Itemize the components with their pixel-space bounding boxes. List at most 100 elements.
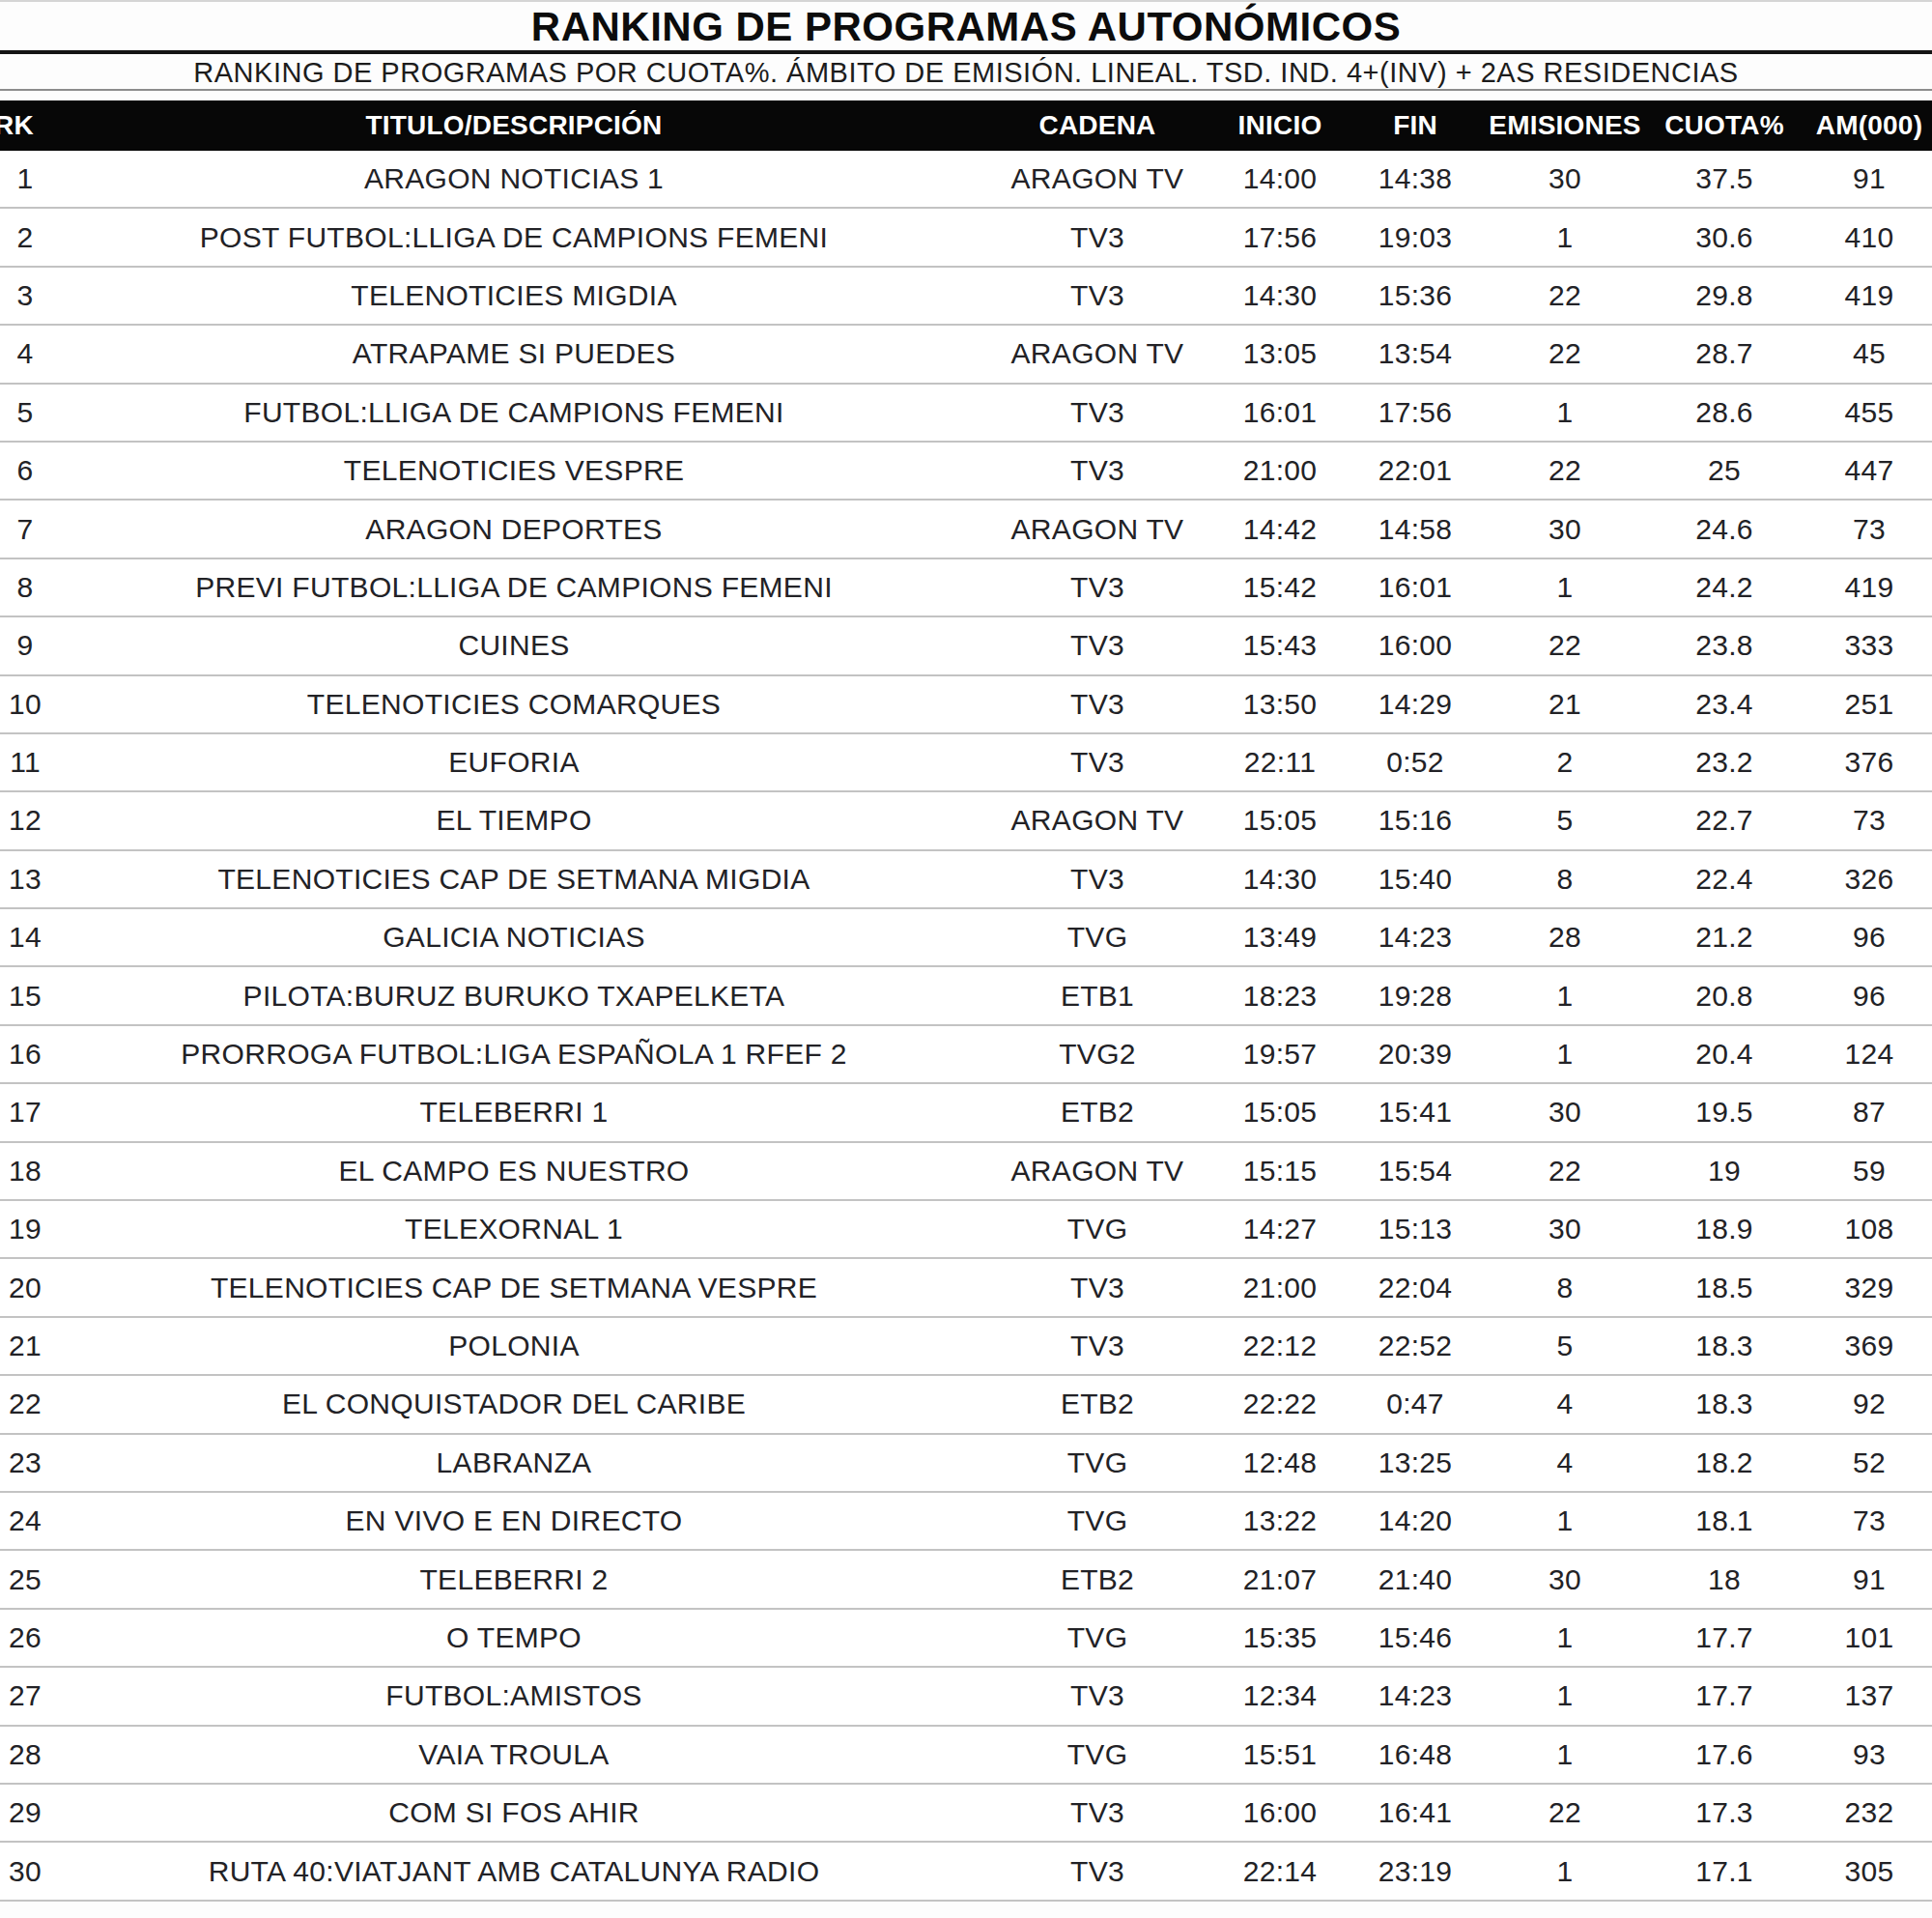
ranking-table-page: RANKING DE PROGRAMAS AUTONÓMICOS RANKING…	[0, 0, 1932, 1918]
cell-fin: 13:25	[1343, 1446, 1488, 1479]
cell-fin: 22:52	[1343, 1330, 1488, 1362]
cell-cadena: ARAGON TV	[978, 1155, 1217, 1188]
cell-cadena: ETB2	[978, 1563, 1217, 1596]
table-row: 13TELENOTICIES CAP DE SETMANA MIGDIATV31…	[0, 851, 1932, 909]
cell-inicio: 15:35	[1217, 1621, 1343, 1654]
cell-inicio: 21:00	[1217, 1272, 1343, 1304]
cell-am: 329	[1806, 1272, 1932, 1304]
table-row: 22EL CONQUISTADOR DEL CARIBEETB222:220:4…	[0, 1376, 1932, 1434]
cell-am: 305	[1806, 1855, 1932, 1888]
cell-rk: 24	[0, 1504, 50, 1537]
column-header-rk: RK	[0, 110, 50, 141]
cell-cuota: 23.4	[1642, 688, 1806, 721]
cell-titulo: TELEBERRI 1	[50, 1096, 978, 1129]
table-row: 17TELEBERRI 1ETB215:0515:413019.587	[0, 1084, 1932, 1142]
cell-rk: 3	[0, 279, 50, 312]
cell-emisiones: 22	[1488, 1796, 1642, 1829]
cell-cadena: TV3	[978, 746, 1217, 779]
cell-titulo: LABRANZA	[50, 1446, 978, 1479]
cell-inicio: 14:42	[1217, 513, 1343, 546]
cell-rk: 14	[0, 921, 50, 954]
column-header-cuota: CUOTA%	[1642, 110, 1806, 141]
table-row: 27FUTBOL:AMISTOSTV312:3414:23117.7137	[0, 1668, 1932, 1726]
cell-fin: 16:01	[1343, 571, 1488, 604]
cell-emisiones: 22	[1488, 629, 1642, 662]
cell-cuota: 28.6	[1642, 396, 1806, 429]
cell-rk: 15	[0, 980, 50, 1013]
cell-am: 96	[1806, 921, 1932, 954]
table-row: 29COM SI FOS AHIRTV316:0016:412217.3232	[0, 1785, 1932, 1843]
cell-titulo: PILOTA:BURUZ BURUKO TXAPELKETA	[50, 980, 978, 1013]
table-row: 23LABRANZATVG12:4813:25418.252	[0, 1435, 1932, 1493]
cell-am: 326	[1806, 863, 1932, 896]
cell-cadena: TVG	[978, 1446, 1217, 1479]
cell-cuota: 30.6	[1642, 221, 1806, 254]
cell-inicio: 15:42	[1217, 571, 1343, 604]
cell-titulo: TELENOTICIES CAP DE SETMANA VESPRE	[50, 1272, 978, 1304]
cell-inicio: 19:57	[1217, 1038, 1343, 1071]
cell-emisiones: 4	[1488, 1388, 1642, 1420]
cell-rk: 5	[0, 396, 50, 429]
cell-titulo: ARAGON NOTICIAS 1	[50, 162, 978, 195]
cell-fin: 15:36	[1343, 279, 1488, 312]
cell-rk: 19	[0, 1213, 50, 1245]
table-row: 6TELENOTICIES VESPRETV321:0022:012225447	[0, 443, 1932, 501]
cell-rk: 2	[0, 221, 50, 254]
cell-cuota: 23.8	[1642, 629, 1806, 662]
cell-inicio: 22:22	[1217, 1388, 1343, 1420]
cell-am: 91	[1806, 1563, 1932, 1596]
cell-rk: 10	[0, 688, 50, 721]
cell-cadena: TVG	[978, 1213, 1217, 1245]
cell-rk: 28	[0, 1738, 50, 1771]
cell-am: 45	[1806, 337, 1932, 370]
cell-rk: 1	[0, 162, 50, 195]
cell-rk: 21	[0, 1330, 50, 1362]
cell-am: 369	[1806, 1330, 1932, 1362]
cell-titulo: RUTA 40:VIATJANT AMB CATALUNYA RADIO	[50, 1855, 978, 1888]
cell-inicio: 14:30	[1217, 863, 1343, 896]
cell-titulo: TELENOTICIES VESPRE	[50, 454, 978, 487]
cell-cuota: 21.2	[1642, 921, 1806, 954]
cell-fin: 23:19	[1343, 1855, 1488, 1888]
cell-fin: 21:40	[1343, 1563, 1488, 1596]
table-row: 9CUINESTV315:4316:002223.8333	[0, 617, 1932, 675]
cell-fin: 14:58	[1343, 513, 1488, 546]
cell-fin: 16:48	[1343, 1738, 1488, 1771]
table-row: 7ARAGON DEPORTESARAGON TV14:4214:583024.…	[0, 501, 1932, 558]
cell-emisiones: 1	[1488, 1855, 1642, 1888]
cell-fin: 16:00	[1343, 629, 1488, 662]
cell-titulo: ARAGON DEPORTES	[50, 513, 978, 546]
cell-cadena: TV3	[978, 279, 1217, 312]
cell-am: 92	[1806, 1388, 1932, 1420]
cell-fin: 13:54	[1343, 337, 1488, 370]
cell-am: 93	[1806, 1738, 1932, 1771]
cell-titulo: PRORROGA FUTBOL:LIGA ESPAÑOLA 1 RFEF 2	[50, 1038, 978, 1071]
cell-inicio: 15:05	[1217, 1096, 1343, 1129]
cell-rk: 26	[0, 1621, 50, 1654]
cell-titulo: COM SI FOS AHIR	[50, 1796, 978, 1829]
cell-inicio: 13:50	[1217, 688, 1343, 721]
cell-emisiones: 22	[1488, 1155, 1642, 1188]
cell-titulo: TELENOTICIES COMARQUES	[50, 688, 978, 721]
cell-fin: 17:56	[1343, 396, 1488, 429]
cell-cadena: ETB2	[978, 1388, 1217, 1420]
cell-emisiones: 8	[1488, 1272, 1642, 1304]
table-row: 12EL TIEMPOARAGON TV15:0515:16522.773	[0, 792, 1932, 850]
column-header-titulo: TITULO/DESCRIPCIÓN	[50, 110, 978, 141]
cell-fin: 14:29	[1343, 688, 1488, 721]
cell-rk: 16	[0, 1038, 50, 1071]
cell-titulo: CUINES	[50, 629, 978, 662]
cell-cuota: 29.8	[1642, 279, 1806, 312]
cell-titulo: FUTBOL:AMISTOS	[50, 1679, 978, 1712]
cell-am: 96	[1806, 980, 1932, 1013]
cell-emisiones: 1	[1488, 1679, 1642, 1712]
cell-rk: 25	[0, 1563, 50, 1596]
column-header-fin: FIN	[1343, 110, 1488, 141]
cell-inicio: 22:12	[1217, 1330, 1343, 1362]
cell-titulo: EL TIEMPO	[50, 804, 978, 837]
table-row: 14GALICIA NOTICIASTVG13:4914:232821.296	[0, 909, 1932, 967]
cell-cadena: TVG	[978, 1621, 1217, 1654]
cell-fin: 15:16	[1343, 804, 1488, 837]
cell-cuota: 22.4	[1642, 863, 1806, 896]
column-header-am: AM(000)	[1806, 110, 1932, 141]
